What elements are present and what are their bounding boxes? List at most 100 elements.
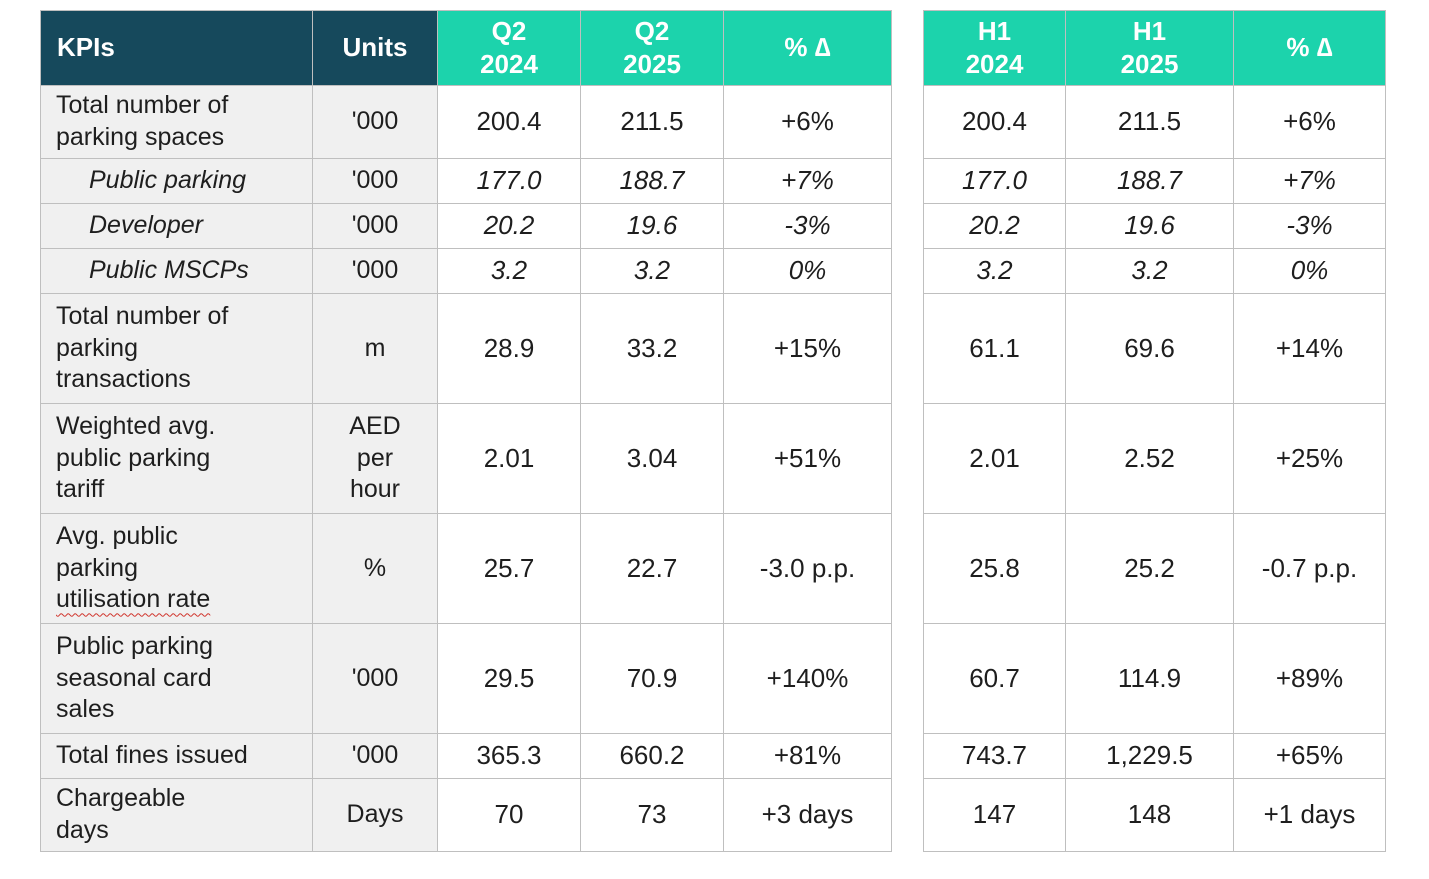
value-cell: 2.01	[924, 404, 1066, 514]
kpi-cell: Chargeable days	[41, 779, 313, 852]
value-cell: +81%	[724, 734, 892, 779]
kpi-cell: Public parking	[41, 159, 313, 204]
value-cell: 3.2	[438, 249, 581, 294]
value-cell: +6%	[1234, 86, 1386, 159]
value-cell: 1,229.5	[1066, 734, 1234, 779]
value-cell: 19.6	[581, 204, 724, 249]
value-cell: 22.7	[581, 514, 724, 624]
kpi-label-head: Avg. public parking	[56, 521, 178, 582]
value-cell: 660.2	[581, 734, 724, 779]
kpi-cell: Avg. public parking utilisation rate	[41, 514, 313, 624]
value-cell: 743.7	[924, 734, 1066, 779]
kpi-label: Total fines issued	[56, 741, 248, 770]
kpi-label-misspelled: utilisation rate	[56, 585, 211, 614]
unit-cell: Days	[313, 779, 438, 852]
kpi-cell: Total number of parking transactions	[41, 294, 313, 404]
value-cell: 148	[1066, 779, 1234, 852]
value-cell: 200.4	[924, 86, 1066, 159]
value-cell: 19.6	[1066, 204, 1234, 249]
value-cell: 2.52	[1066, 404, 1234, 514]
kpi-label: Public MSCPs	[89, 256, 249, 285]
value-cell: 25.8	[924, 514, 1066, 624]
kpi-cell: Weighted avg. public parking tariff	[41, 404, 313, 514]
value-cell: 147	[924, 779, 1066, 852]
unit-cell: %	[313, 514, 438, 624]
value-cell: 73	[581, 779, 724, 852]
kpi-label: Public parking seasonal card sales	[56, 631, 214, 724]
q2-2024-header-cell: Q2 2024	[438, 11, 581, 86]
units-header-cell: Units	[313, 11, 438, 86]
unit-cell: '000	[313, 734, 438, 779]
value-cell: 211.5	[581, 86, 724, 159]
value-cell: +14%	[1234, 294, 1386, 404]
value-cell: 0%	[1234, 249, 1386, 294]
value-cell: +51%	[724, 404, 892, 514]
value-cell: 2.01	[438, 404, 581, 514]
kpi-cell: Public parking seasonal card sales	[41, 624, 313, 734]
unit-cell: '000	[313, 159, 438, 204]
unit-cell: '000	[313, 86, 438, 159]
value-cell: 3.2	[1066, 249, 1234, 294]
value-cell: 211.5	[1066, 86, 1234, 159]
kpi-cell: Total fines issued	[41, 734, 313, 779]
kpi-label: Chargeable days	[56, 784, 186, 844]
kpi-label: Total number of parking spaces	[56, 91, 229, 151]
value-cell: +89%	[1234, 624, 1386, 734]
value-cell: 33.2	[581, 294, 724, 404]
kpi-label: Developer	[89, 211, 203, 240]
kpi-label: Total number of parking transactions	[56, 301, 229, 394]
kpis-header-cell: KPIs	[41, 11, 313, 86]
value-cell: 29.5	[438, 624, 581, 734]
h1-delta-header-cell: % ∆	[1234, 11, 1386, 86]
value-cell: -3.0 p.p.	[724, 514, 892, 624]
value-cell: +65%	[1234, 734, 1386, 779]
value-cell: 3.2	[581, 249, 724, 294]
kpi-label: Avg. public parking utilisation rate	[56, 521, 210, 616]
h1-2025-header-cell: H1 2025	[1066, 11, 1234, 86]
value-cell: 188.7	[1066, 159, 1234, 204]
kpi-cell: Total number of parking spaces	[41, 86, 313, 159]
value-cell: 20.2	[924, 204, 1066, 249]
q2-delta-header-cell: % ∆	[724, 11, 892, 86]
h1-2024-header-cell: H1 2024	[924, 11, 1066, 86]
kpi-table-quarterly: KPIs Units Q2 2024 Q2 2025 % ∆ Total num…	[40, 10, 892, 852]
value-cell: 70.9	[581, 624, 724, 734]
value-cell: 188.7	[581, 159, 724, 204]
value-cell: +7%	[724, 159, 892, 204]
value-cell: +15%	[724, 294, 892, 404]
unit-cell: '000	[313, 624, 438, 734]
unit-cell: m	[313, 294, 438, 404]
kpi-label: Weighted avg. public parking tariff	[56, 411, 216, 504]
value-cell: 61.1	[924, 294, 1066, 404]
value-cell: -3%	[724, 204, 892, 249]
value-cell: 114.9	[1066, 624, 1234, 734]
value-cell: 25.2	[1066, 514, 1234, 624]
value-cell: +7%	[1234, 159, 1386, 204]
value-cell: 69.6	[1066, 294, 1234, 404]
value-cell: 25.7	[438, 514, 581, 624]
value-cell: 365.3	[438, 734, 581, 779]
value-cell: +6%	[724, 86, 892, 159]
value-cell: +1 days	[1234, 779, 1386, 852]
value-cell: -3%	[1234, 204, 1386, 249]
value-cell: 177.0	[924, 159, 1066, 204]
value-cell: +3 days	[724, 779, 892, 852]
value-cell: 0%	[724, 249, 892, 294]
value-cell: +140%	[724, 624, 892, 734]
value-cell: 70	[438, 779, 581, 852]
kpi-label: Public parking	[89, 166, 247, 195]
value-cell: 3.04	[581, 404, 724, 514]
value-cell: -0.7 p.p.	[1234, 514, 1386, 624]
value-cell: 60.7	[924, 624, 1066, 734]
value-cell: 28.9	[438, 294, 581, 404]
unit-cell: '000	[313, 204, 438, 249]
value-cell: 20.2	[438, 204, 581, 249]
unit-cell: '000	[313, 249, 438, 294]
unit-cell: AED per hour	[313, 404, 438, 514]
q2-2025-header-cell: Q2 2025	[581, 11, 724, 86]
value-cell: 3.2	[924, 249, 1066, 294]
value-cell: 177.0	[438, 159, 581, 204]
value-cell: +25%	[1234, 404, 1386, 514]
kpi-cell: Developer	[41, 204, 313, 249]
kpi-table-half-year: H1 2024 H1 2025 % ∆ 200.4 211.5 +6% 177.…	[923, 10, 1386, 852]
